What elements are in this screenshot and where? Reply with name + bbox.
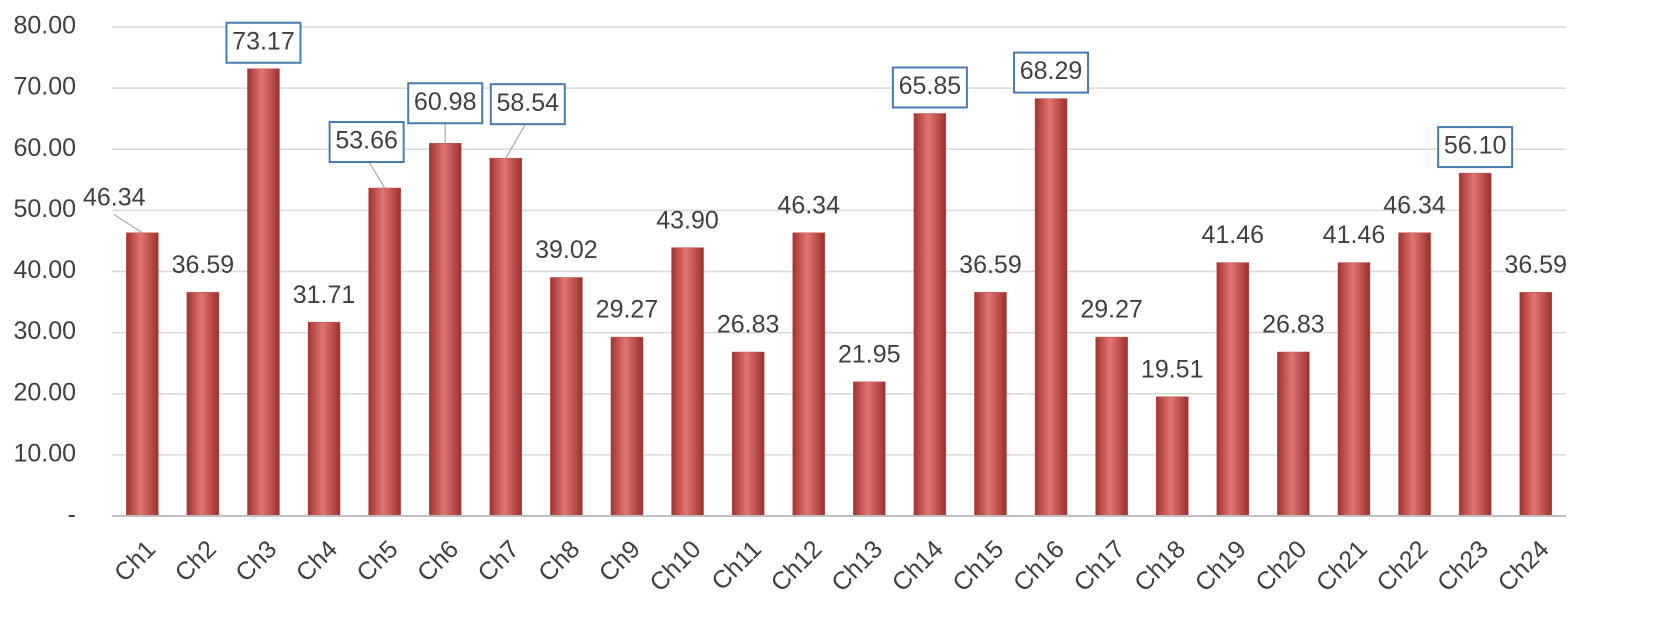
x-tick-label: Ch8: [533, 535, 585, 587]
label-box: [489, 83, 566, 126]
value-label: 60.98: [414, 88, 477, 116]
x-tick-label: Ch20: [1250, 535, 1312, 597]
x-tick-label: Ch11: [706, 535, 767, 596]
value-label: 36.59: [959, 251, 1022, 279]
label-box: [407, 82, 484, 125]
x-tick-label: Ch7: [472, 535, 524, 587]
x-tick-label: Ch23: [1432, 535, 1494, 597]
value-label: 46.34: [1383, 191, 1446, 219]
bar: [368, 187, 401, 517]
label-box: [225, 21, 302, 64]
bar: [731, 351, 765, 517]
bar: [186, 292, 220, 517]
x-tick-label: Ch6: [412, 535, 464, 587]
x-tick-label: Ch10: [644, 535, 706, 597]
x-tick-label: Ch4: [291, 535, 343, 587]
y-tick-label: 40.00: [13, 256, 76, 284]
bar: [671, 247, 704, 517]
value-label: 36.59: [1504, 251, 1567, 279]
value-label: 41.46: [1202, 221, 1265, 249]
x-tick-label: Ch5: [351, 535, 403, 587]
bar: [550, 277, 583, 517]
y-tick-label: 80.00: [13, 12, 76, 40]
bar: [1337, 262, 1371, 517]
value-label: 43.90: [656, 206, 719, 234]
x-tick-label: Ch15: [947, 535, 1009, 597]
y-tick-label: -: [68, 501, 76, 529]
y-tick-label: 30.00: [13, 317, 76, 345]
y-tick-label: 20.00: [13, 378, 76, 406]
bar: [1155, 396, 1189, 517]
x-tick-label: Ch21: [1311, 535, 1373, 597]
x-tick-label: Ch13: [826, 535, 888, 597]
y-tick-label: 60.00: [13, 134, 76, 162]
x-tick-label: Ch16: [1008, 535, 1070, 597]
bar: [1519, 292, 1552, 517]
y-tick-label: 70.00: [13, 73, 76, 101]
label-box: [1437, 126, 1514, 169]
value-label: 53.66: [335, 127, 398, 155]
bar: [913, 113, 947, 517]
x-tick-label: Ch14: [887, 535, 949, 597]
x-tick-label: Ch12: [766, 535, 828, 597]
value-label: 46.34: [83, 183, 146, 211]
value-label: 31.71: [293, 281, 356, 309]
label-box: [328, 121, 405, 164]
x-tick-label: Ch9: [594, 535, 646, 587]
bar: [307, 321, 341, 517]
bar: [1398, 232, 1431, 517]
bar: [853, 381, 886, 517]
value-label: 68.29: [1020, 57, 1083, 85]
value-label: 19.51: [1141, 355, 1204, 383]
value-label: 21.95: [838, 340, 901, 368]
value-label: 36.59: [172, 251, 235, 279]
bar: [126, 232, 159, 517]
value-label: 65.85: [899, 72, 962, 100]
value-label: 26.83: [717, 311, 780, 339]
value-label: 58.54: [497, 89, 560, 117]
label-box: [891, 66, 968, 109]
bar: [1458, 172, 1492, 517]
bar: [792, 232, 825, 517]
bar: [489, 157, 523, 517]
x-tick-label: Ch18: [1129, 535, 1191, 597]
bar: [1277, 351, 1310, 517]
value-label: 41.46: [1323, 221, 1386, 249]
x-tick-label: Ch1: [109, 535, 161, 587]
value-label: 26.83: [1262, 311, 1325, 339]
leader-line: [113, 214, 143, 234]
leader-line: [505, 119, 529, 159]
value-label: 56.10: [1444, 132, 1507, 160]
x-tick-label: Ch24: [1493, 535, 1555, 597]
x-tick-label: Ch17: [1068, 535, 1130, 597]
bar: [428, 143, 462, 517]
bar: [1034, 98, 1068, 517]
bar: [1095, 336, 1128, 517]
bar: [1216, 262, 1250, 517]
value-label: 46.34: [777, 191, 840, 219]
bar: [247, 68, 280, 517]
x-tick-label: Ch19: [1190, 535, 1252, 597]
value-label: 29.27: [596, 296, 659, 324]
value-label: 29.27: [1080, 296, 1143, 324]
x-tick-label: Ch22: [1371, 535, 1433, 597]
x-tick-label: Ch3: [230, 535, 282, 587]
y-tick-label: 50.00: [13, 195, 76, 223]
value-label: 73.17: [232, 27, 295, 55]
value-label: 39.02: [535, 236, 598, 264]
y-tick-label: 10.00: [13, 439, 76, 467]
bar: [974, 292, 1007, 517]
x-tick-label: Ch2: [170, 535, 222, 587]
bar: [610, 336, 644, 517]
label-box: [1013, 51, 1090, 94]
